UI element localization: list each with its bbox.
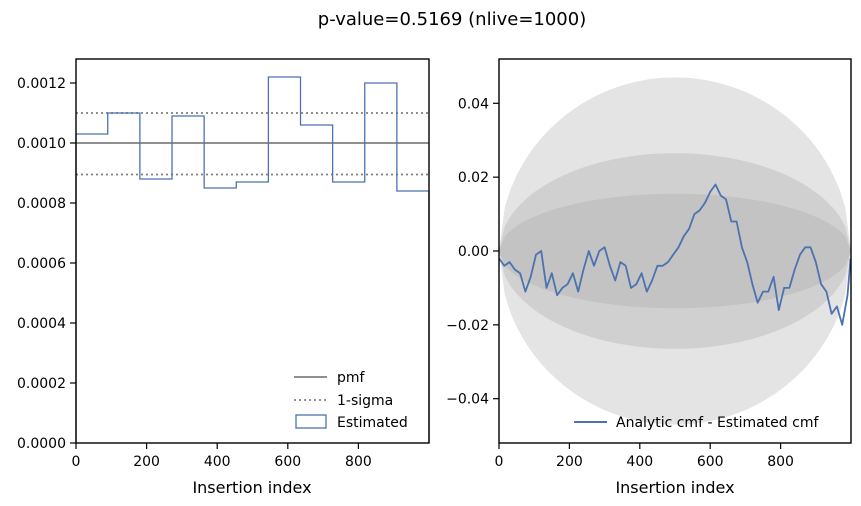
right-x-ticks: 0 200 400 600 800: [495, 443, 794, 470]
left-ytick-label: 0.0008: [17, 196, 66, 212]
right-xtick-label: 600: [697, 454, 724, 470]
sigma-lines-layer: [76, 112, 429, 176]
left-y-ticks: 0.0000 0.0002 0.0004 0.0006 0.0008 0.0010 0.00…: [17, 76, 76, 452]
legend-cmf-label: Analytic cmf - Estimated cmf: [616, 415, 819, 431]
histogram-steps-layer: [75, 76, 430, 443]
right-xtick-label: 0: [495, 454, 504, 470]
left-ytick-label: 0.0010: [17, 136, 66, 152]
left-ytick-label: 0.0002: [17, 376, 66, 392]
right-ytick-label: 0.04: [458, 96, 489, 112]
cmf-panel: 0 200 400 600 800 −0.04 −0.02 0.00 0.02 0.04 Ins…: [446, 58, 852, 497]
left-ytick-label: 0.0012: [17, 76, 66, 92]
left-x-ticks: 0 200 400 600 800: [72, 443, 372, 470]
left-axes-frame: [75, 58, 430, 444]
left-ytick-label: 0.0006: [17, 256, 66, 272]
left-ytick-label: 0.0000: [17, 436, 66, 452]
right-ytick-label: −0.04: [446, 392, 489, 408]
left-xtick-label: 800: [345, 454, 372, 470]
cmf-diff-line-layer: [498, 183, 852, 326]
left-x-axis-label: Insertion index: [192, 478, 311, 497]
left-axes-spine: [75, 58, 430, 444]
left-ytick-label: 0.0004: [17, 316, 66, 332]
right-ytick-label: −0.02: [446, 318, 489, 334]
cmf-diff-series-line: [498, 183, 852, 326]
left-xtick-label: 0: [72, 454, 81, 470]
right-xtick-label: 800: [767, 454, 794, 470]
figure-title: p-value=0.5169 (nlive=1000): [318, 9, 586, 30]
legend-sigma-label: 1-sigma: [337, 393, 393, 409]
right-ytick-label: 0.02: [458, 170, 489, 186]
right-y-ticks: −0.04 −0.02 0.00 0.02 0.04: [446, 96, 499, 408]
left-xtick-label: 400: [204, 454, 231, 470]
histogram-step: [75, 76, 430, 443]
legend-estimated-label: Estimated: [337, 415, 408, 431]
right-ytick-label: 0.00: [458, 244, 489, 260]
right-xtick-label: 200: [556, 454, 583, 470]
right-xtick-label: 400: [626, 454, 653, 470]
legend-pmf-label: pmf: [337, 370, 366, 386]
left-xtick-label: 600: [274, 454, 301, 470]
left-xtick-label: 200: [133, 454, 160, 470]
left-legend: pmf 1-sigma Estimated: [294, 370, 408, 431]
histogram-panel: 0 200 400 600 800 0.00000.00020.00040.00060.…: [17, 58, 430, 497]
legend-estimated-swatch: [295, 414, 327, 429]
right-legend: Analytic cmf - Estimated cmf: [574, 415, 819, 431]
right-x-axis-label: Insertion index: [615, 478, 734, 497]
